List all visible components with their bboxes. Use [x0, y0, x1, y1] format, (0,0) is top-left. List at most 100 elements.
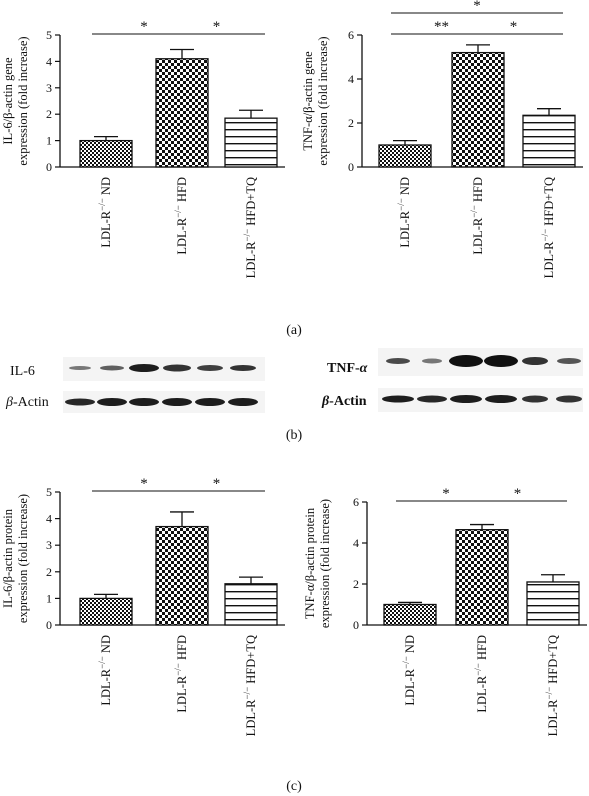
western-blot-right: TNF-α β-Actin — [321, 348, 583, 412]
blot-band — [129, 398, 159, 406]
panel-label-c: (c) — [286, 779, 302, 794]
significance-label: * — [442, 486, 450, 502]
blot-band — [422, 358, 442, 364]
category-label: LDL-R−/− HFD+TQ — [242, 635, 258, 736]
blot-band — [522, 357, 548, 365]
y-tick-label: 2 — [46, 107, 52, 121]
y-tick-label: 6 — [348, 28, 354, 42]
bar — [526, 581, 580, 626]
blot-band — [417, 395, 447, 403]
bar — [522, 114, 576, 168]
significance-label: * — [140, 19, 148, 35]
blot-band — [556, 395, 582, 403]
significance-label: * — [213, 476, 221, 492]
panel-label-a: (a) — [286, 323, 302, 338]
y-tick-label: 0 — [353, 618, 359, 632]
y-tick-label: 4 — [353, 536, 359, 550]
significance-label: * — [473, 0, 481, 14]
y-axis-label-line-2: expression (fold increase) — [316, 36, 330, 165]
blot-label-il6: IL-6 — [10, 364, 35, 379]
y-tick-label: 2 — [46, 565, 52, 579]
blot-band — [449, 355, 483, 367]
category-label: LDL-R−/− ND — [401, 635, 417, 706]
significance-label: ** — [434, 19, 449, 35]
category-label: LDL-R−/− HFD+TQ — [544, 635, 560, 736]
y-tick-label: 1 — [46, 134, 52, 148]
blot-band — [484, 355, 518, 367]
blot-band — [485, 395, 517, 403]
y-tick-label: 4 — [46, 512, 52, 526]
bar — [378, 144, 432, 168]
blot-band — [69, 366, 91, 370]
y-tick-label: 0 — [46, 160, 52, 174]
blot-bands-il6 — [69, 364, 256, 372]
blot-band — [522, 395, 548, 403]
blot-band — [386, 358, 410, 364]
y-axis-label-line-1: IL-6/β-actin protein — [1, 508, 15, 608]
bar — [155, 58, 209, 168]
y-tick-label: 0 — [46, 618, 52, 632]
y-axis-label-line-1: TNF-α/β-actin protein — [303, 507, 317, 619]
significance-label: * — [140, 476, 148, 492]
category-label: LDL-R−/− HFD+TQ — [242, 177, 258, 278]
category-label: LDL-R−/− ND — [97, 635, 113, 706]
significance-label: * — [510, 19, 518, 35]
bar — [451, 51, 505, 168]
tnfa-gene-chart: 0 2 4 6 TNF-α/β-actin gene expression (fold i… — [301, 0, 583, 278]
blot-band — [162, 398, 192, 406]
y-tick-label: 6 — [353, 495, 359, 509]
bar — [155, 525, 209, 626]
blot-bands-beta-actin-left — [65, 398, 258, 406]
bar — [79, 597, 133, 626]
blot-band — [100, 365, 124, 371]
y-tick-label: 1 — [46, 591, 52, 605]
y-tick-label: 3 — [46, 538, 52, 552]
bar — [224, 117, 278, 168]
blot-band — [450, 395, 482, 403]
y-tick-label: 5 — [46, 485, 52, 499]
y-tick-label: 4 — [46, 54, 52, 68]
il6-protein-chart: 0 1 2 3 4 5 IL-6/β-actin protein expression (fo… — [1, 476, 285, 736]
panel-label-b: (b) — [286, 428, 303, 443]
blot-band — [97, 398, 127, 406]
category-label: LDL-R−/− ND — [97, 177, 113, 248]
category-label: LDL-R−/− HFD+TQ — [540, 177, 556, 278]
blot-band — [557, 358, 581, 364]
blot-label-beta-actin-right: β-Actin — [321, 394, 367, 409]
y-tick-label: 3 — [46, 81, 52, 95]
y-axis-label-line-2: expression (fold increase) — [16, 36, 30, 165]
blot-band — [197, 365, 223, 371]
blot-band — [65, 398, 95, 406]
bar — [455, 529, 509, 626]
bar — [224, 583, 278, 626]
y-tick-label: 2 — [353, 577, 359, 591]
western-blot-left: IL-6 β-Actin — [5, 357, 265, 413]
category-label: LDL-R−/− HFD — [469, 177, 485, 255]
blot-band — [382, 395, 414, 403]
y-axis-label-line-2: expression (fold increase) — [16, 494, 30, 623]
y-axis-label-line-2: expression (fold increase) — [318, 499, 332, 628]
category-label: LDL-R−/− HFD — [173, 177, 189, 255]
y-tick-label: 4 — [348, 72, 354, 86]
category-label: LDL-R−/− HFD — [173, 635, 189, 713]
y-axis-label-line-1: IL-6/β-actin gene — [1, 57, 15, 145]
y-tick-label: 2 — [348, 116, 354, 130]
y-tick-label: 0 — [348, 160, 354, 174]
bar — [383, 603, 437, 626]
y-axis-label-line-1: TNF-α/β-actin gene — [301, 51, 315, 151]
category-label: LDL-R−/− ND — [396, 177, 412, 248]
bar — [79, 139, 133, 168]
blot-bands-tnfa — [386, 355, 581, 367]
il6-gene-chart: 0 1 2 3 4 5 IL-6/β-actin gene expression (fold … — [1, 19, 285, 278]
y-tick-label: 5 — [46, 28, 52, 42]
blot-band — [129, 364, 159, 372]
blot-label-beta-actin-left: β-Actin — [5, 395, 49, 410]
significance-label: * — [213, 19, 221, 35]
blot-label-tnfa: TNF-α — [327, 361, 368, 376]
blot-band — [163, 364, 191, 372]
category-label: LDL-R−/− HFD — [473, 635, 489, 713]
blot-bands-beta-actin-right — [382, 395, 582, 403]
significance-label: * — [514, 486, 522, 502]
blot-band — [228, 398, 258, 406]
